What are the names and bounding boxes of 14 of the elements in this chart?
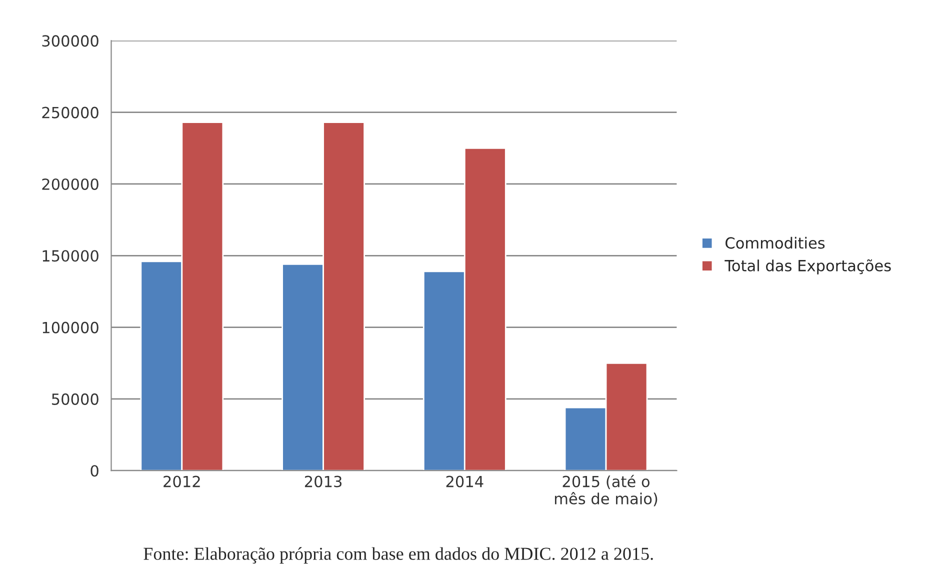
y-tick-label: 0 (90, 465, 98, 477)
y-tick-label: 250000 (42, 106, 98, 118)
y-tick-label: 100000 (42, 322, 98, 334)
y-tick-label: 150000 (42, 250, 98, 262)
legend-label: Commodities (726, 236, 825, 249)
y-tick-label: 300000 (42, 35, 98, 47)
x-tick-label: 2015 (até o mês de maio) (554, 474, 658, 506)
legend-label: Total das Exportações (724, 259, 891, 274)
x-tick-label: 2012 (164, 476, 200, 488)
x-tick-label: 2014 (446, 476, 484, 488)
y-tick-label: 50000 (52, 393, 98, 405)
source-note: Fonte: Elaboração própria com base em dados do MDIC. 2012 a 2015. (144, 547, 653, 564)
y-tick-label: 200000 (42, 178, 98, 190)
x-tick-label: 2013 (304, 476, 342, 488)
